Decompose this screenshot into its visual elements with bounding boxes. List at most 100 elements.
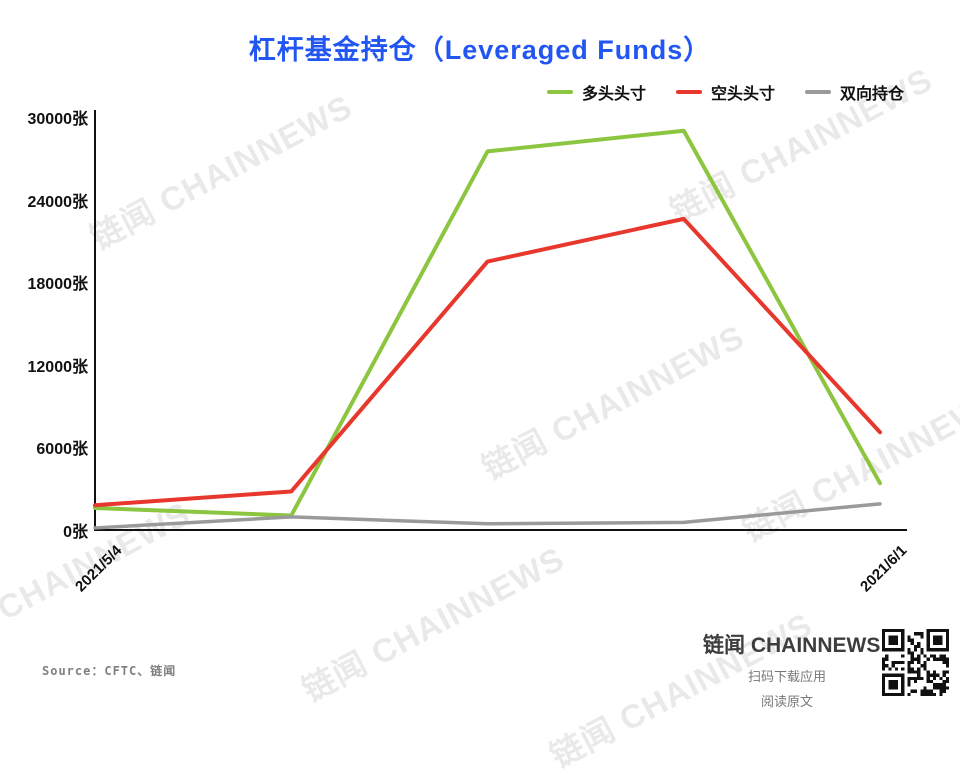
qr-module (936, 683, 940, 687)
qr-module (901, 638, 905, 642)
qr-module (920, 676, 924, 681)
footer: 链闻 CHAINNEWS 扫码下载应用 阅读原文 (703, 629, 880, 710)
qr-module (917, 641, 921, 645)
qr-module (939, 686, 943, 690)
qr-module (891, 680, 895, 684)
qr-module (907, 664, 911, 668)
qr-module (939, 657, 943, 661)
qr-module (926, 644, 930, 649)
qr-module (929, 680, 934, 684)
qr-module (888, 673, 892, 677)
qr-module (920, 632, 924, 636)
qr-module (901, 689, 905, 693)
qr-module (913, 670, 918, 674)
chart-title: 杠杆基金持仓（Leveraged Funds） (248, 35, 712, 65)
qr-module (917, 660, 921, 665)
qr-module (923, 660, 927, 665)
legend-label: 空头头寸 (710, 86, 775, 103)
qr-module (894, 638, 898, 642)
qr-module (888, 629, 892, 633)
legend-label: 双向持仓 (839, 86, 904, 103)
qr-module (894, 673, 898, 677)
qr-module (926, 648, 930, 652)
qr-module (929, 689, 934, 693)
qr-module (936, 638, 940, 642)
qr-module (885, 657, 889, 661)
qr-module (897, 692, 902, 696)
qr-module (933, 673, 937, 677)
footer-line2: 阅读原文 (760, 694, 813, 709)
qr-module (936, 648, 940, 652)
qr-module (901, 654, 905, 658)
qr-module (897, 629, 902, 633)
qr-module (882, 689, 886, 693)
qr-module (885, 648, 889, 652)
qr-module (891, 664, 895, 668)
qr-module (907, 651, 911, 655)
qr-module (910, 654, 914, 658)
qr-module (882, 692, 886, 696)
qr-module (882, 641, 886, 645)
legend-item: 双向持仓 (804, 80, 904, 104)
qr-module (907, 680, 911, 684)
qr-module (939, 654, 943, 658)
qr-module (897, 648, 902, 652)
qr-module (901, 644, 905, 649)
y-axis-tick-label: 12000张 (27, 358, 89, 376)
qr-module (942, 670, 946, 674)
qr-module (913, 657, 918, 661)
qr-module (917, 654, 921, 658)
qr-module (907, 676, 911, 681)
legend-item: 空头头寸 (675, 80, 775, 104)
qr-module (888, 641, 892, 645)
qr-module (882, 686, 886, 690)
qr-module (891, 635, 895, 639)
qr-module (882, 673, 886, 677)
qr-module (939, 641, 943, 645)
qr-module (888, 686, 892, 690)
qr-module (936, 641, 940, 645)
qr-module (891, 683, 895, 687)
line-chart (93, 110, 907, 531)
qr-module (891, 648, 895, 652)
qr-module (907, 692, 911, 696)
footer-line1: 扫码下载应用 (747, 669, 826, 684)
qr-module (926, 692, 930, 696)
qr-module (917, 673, 921, 677)
qr-module (942, 689, 946, 693)
qr-module (907, 670, 911, 674)
qr-module (913, 676, 918, 681)
legend-marker (546, 90, 573, 94)
y-axis-tick-label: 6000张 (36, 441, 88, 459)
qr-module (901, 680, 905, 684)
qr-module (888, 635, 892, 639)
qr-module (885, 664, 889, 668)
qr-module (945, 686, 949, 690)
qr-module (945, 638, 949, 642)
qr-module (882, 629, 886, 633)
qr-module (882, 638, 886, 642)
qr-module (897, 660, 902, 665)
qr-module (939, 629, 943, 633)
qr-module (926, 657, 930, 661)
qr-module (913, 680, 918, 684)
qr-module (939, 648, 943, 652)
qr-module (929, 629, 934, 633)
legend-marker (675, 90, 702, 94)
qr-module (910, 641, 914, 645)
qr-module (885, 673, 889, 677)
footer-brand-cn: 链闻 (703, 634, 745, 657)
qr-module (917, 667, 921, 671)
qr-module (926, 635, 930, 639)
qr-module (882, 683, 886, 687)
qr-module (923, 664, 927, 668)
qr-module (894, 629, 898, 633)
qr-module (923, 686, 927, 690)
qr-module (891, 686, 895, 690)
qr-module (913, 689, 918, 693)
qr-module (933, 638, 937, 642)
qr-module (933, 670, 937, 674)
qr-module (885, 629, 889, 633)
qr-module (917, 676, 921, 681)
qr-module (920, 648, 924, 652)
